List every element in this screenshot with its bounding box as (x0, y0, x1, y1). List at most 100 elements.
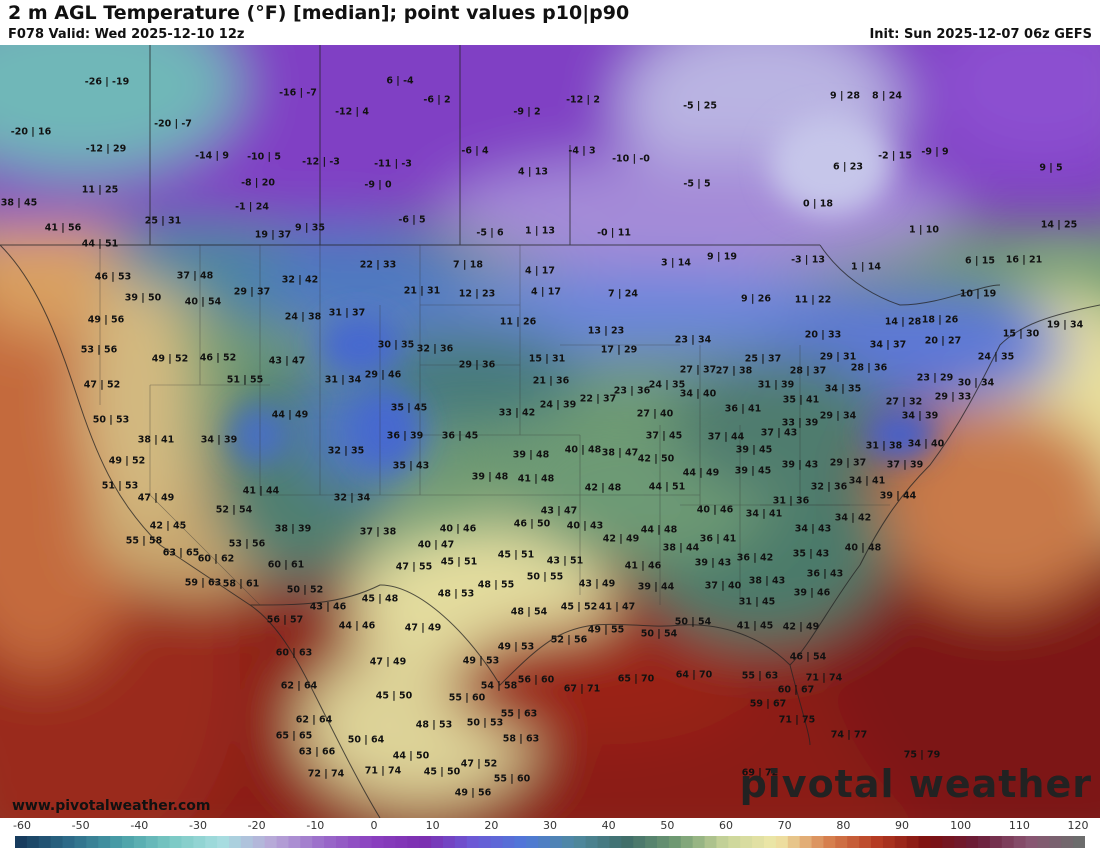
colorbar-swatch (894, 836, 908, 848)
point-value-label: 22 | 33 (359, 259, 397, 271)
point-value-label: 11 | 26 (499, 316, 537, 328)
point-value-label: -2 | 15 (878, 150, 912, 162)
colorbar-swatch (454, 836, 468, 848)
point-value-label: 40 | 43 (566, 520, 604, 532)
point-value-label: 50 | 55 (526, 571, 564, 583)
point-value-label: 40 | 54 (184, 296, 222, 308)
point-value-label: 31 | 39 (757, 379, 795, 391)
temperature-map: -26 | -19 -16 | -7 6 | -4 -6 | 2 -12 | 2 -5 |… (0, 45, 1100, 818)
point-value-label: 44 | 51 (648, 481, 686, 493)
point-value-label: 29 | 31 (819, 351, 857, 363)
colorbar-swatch (954, 836, 967, 848)
point-value-label: -5 | 25 (683, 100, 717, 112)
point-value-label: 28 | 37 (789, 365, 827, 377)
point-value-label: 36 | 41 (699, 533, 737, 545)
colorbar-tick-label: 20 (484, 819, 499, 832)
header: 2 m AGL Temperature (°F) [median]; point… (0, 0, 1100, 45)
point-value-label: 45 | 51 (497, 549, 535, 561)
point-value-label: 32 | 35 (327, 445, 365, 457)
point-value-label: 52 | 54 (215, 504, 253, 516)
colorbar-tick-label: 80 (836, 819, 851, 832)
point-value-label: 15 | 31 (528, 353, 566, 365)
valid-time: F078 Valid: Wed 2025-12-10 12z (8, 27, 245, 42)
point-value-label: 46 | 53 (94, 271, 132, 283)
colorbar-swatch (716, 836, 729, 848)
point-value-label: -11 | -3 (374, 158, 412, 170)
point-value-label: -1 | 24 (235, 201, 269, 213)
point-value-label: 9 | 5 (1039, 162, 1063, 174)
colorbar-swatch (728, 836, 741, 848)
point-value-label: 49 | 52 (151, 353, 189, 365)
point-value-label: 53 | 56 (228, 538, 266, 550)
point-value-label: -20 | -7 (154, 118, 192, 130)
colorbar-tick-label: 50 (660, 819, 675, 832)
colorbar-swatch (145, 836, 159, 848)
point-value-label: 49 | 53 (497, 641, 535, 653)
colorbar-swatch (300, 836, 313, 848)
point-value-label: 27 | 38 (715, 365, 753, 377)
colorbar-swatch (110, 836, 123, 848)
point-value-label: 29 | 33 (934, 391, 972, 403)
point-value-label: -9 | 9 (921, 146, 949, 158)
point-value-label: 39 | 48 (512, 449, 550, 461)
colorbar-swatch (561, 836, 575, 848)
point-value-label: 4 | 13 (518, 166, 548, 178)
point-value-label: 43 | 47 (540, 505, 578, 517)
point-value-label: 43 | 47 (268, 355, 306, 367)
point-value-label: 7 | 24 (608, 288, 638, 300)
point-value-label: 29 | 46 (364, 369, 402, 381)
colorbar-swatch (1025, 836, 1039, 848)
point-value-label: 39 | 45 (735, 444, 773, 456)
point-value-label: 37 | 44 (707, 431, 745, 443)
point-value-label: 35 | 41 (782, 394, 820, 406)
colorbar-tick-label: 110 (1008, 819, 1030, 832)
colorbar-tick-label: 100 (950, 819, 972, 832)
point-value-label: 31 | 38 (865, 440, 903, 452)
point-value-label: 31 | 36 (772, 495, 810, 507)
point-value-label: 43 | 49 (578, 578, 616, 590)
point-value-label: 35 | 45 (390, 402, 428, 414)
point-value-label: 39 | 48 (471, 471, 509, 483)
point-value-label: 31 | 34 (324, 374, 362, 386)
colorbar-swatch (835, 836, 848, 848)
colorbar-swatch (15, 836, 28, 848)
point-value-label: 55 | 60 (448, 692, 486, 704)
colorbar-swatch (490, 836, 504, 848)
point-value-label: 42 | 50 (637, 453, 675, 465)
point-value-label: 44 | 48 (640, 524, 678, 536)
point-value-label: 47 | 55 (395, 561, 433, 573)
point-value-label: 13 | 23 (587, 325, 625, 337)
point-value-label: -6 | 2 (423, 94, 451, 106)
point-value-label: 39 | 46 (793, 587, 831, 599)
colorbar-swatch (312, 836, 325, 848)
point-value-label: 33 | 39 (781, 417, 819, 429)
point-value-label: 40 | 46 (696, 504, 734, 516)
colorbar-swatch (133, 836, 147, 848)
colorbar-swatch (859, 836, 872, 848)
point-value-label: -0 | 11 (597, 227, 631, 239)
point-value-label: 47 | 49 (369, 656, 407, 668)
point-value-label: -10 | -0 (612, 153, 650, 165)
point-value-label: 64 | 70 (675, 669, 713, 681)
colorbar-swatch (823, 836, 836, 848)
point-value-label: 46 | 54 (789, 651, 827, 663)
point-value-label: 12 | 23 (458, 288, 496, 300)
point-value-label: 40 | 46 (439, 523, 477, 535)
point-value-label: 14 | 28 (884, 316, 922, 328)
colorbar-swatch (205, 836, 218, 848)
colorbar-swatch (740, 836, 753, 848)
colorbar (15, 836, 1085, 848)
point-value-label: 32 | 36 (416, 343, 454, 355)
point-value-label: 39 | 43 (781, 459, 819, 471)
watermark-url: www.pivotalweather.com (12, 798, 211, 814)
colorbar-swatch (86, 836, 99, 848)
colorbar-swatch (229, 836, 242, 848)
point-value-label: 49 | 56 (87, 314, 125, 326)
point-value-label: 63 | 65 (162, 547, 200, 559)
point-value-label: -6 | 5 (398, 214, 426, 226)
point-value-label: 41 | 56 (44, 222, 82, 234)
colorbar-swatch (193, 836, 206, 848)
colorbar-swatch (621, 836, 634, 848)
point-value-label: 15 | 30 (1002, 328, 1040, 340)
point-value-label: 9 | 26 (741, 293, 771, 305)
